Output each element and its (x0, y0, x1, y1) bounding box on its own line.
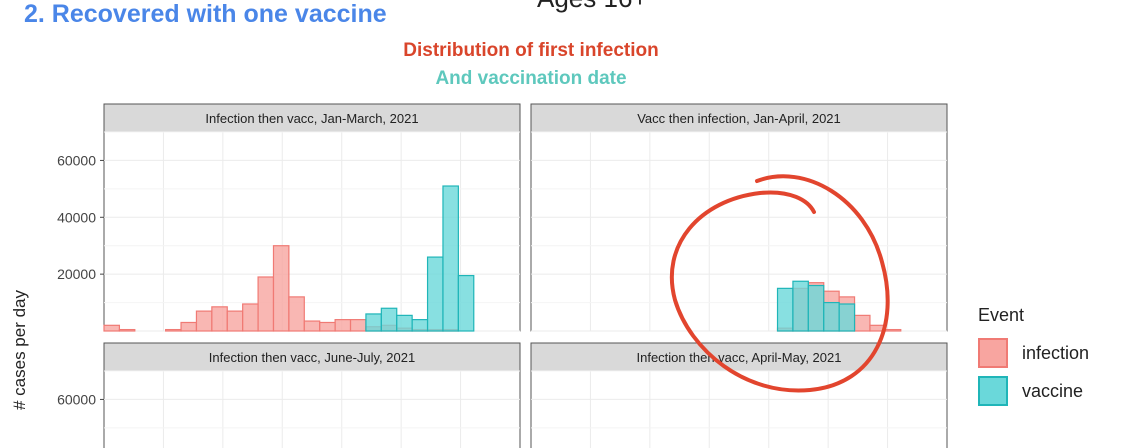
facet-strip (103, 103, 521, 133)
bar-vaccine (396, 314, 413, 332)
facet-strip-label: Infection then vacc, April-May, 2021 (637, 350, 842, 365)
bar-infection (211, 306, 228, 332)
bar-vaccine (411, 319, 429, 332)
bar-infection (319, 321, 336, 332)
bar-vaccine (838, 303, 856, 332)
facet-panel: Vacc then infection, Jan-April, 2021 (530, 103, 948, 332)
bar-infection (349, 319, 367, 332)
chart-title: Distribution of first infection (403, 40, 659, 61)
panel-background (530, 370, 948, 448)
bar-infection (165, 328, 182, 332)
legend-swatch-vaccine (978, 376, 1008, 406)
legend-label-infection: infection (1022, 342, 1090, 363)
bar-infection (288, 296, 305, 332)
bar-vaccine (380, 307, 398, 332)
bar-vaccine (823, 301, 840, 332)
bar-vaccine (426, 256, 444, 332)
slide-top-title: Ages 16+ (537, 0, 648, 14)
bar-infection (180, 321, 198, 332)
bar-vaccine (365, 313, 382, 332)
legend-swatch-infection (978, 338, 1008, 368)
facet-panel: Infection then vacc, April-May, 2021 (530, 342, 948, 448)
bar-infection (103, 324, 121, 332)
bar-vaccine (792, 280, 809, 332)
y-tick-label: 60000 (57, 391, 96, 407)
y-tick-label: 20000 (57, 266, 96, 282)
bar-infection (242, 303, 259, 332)
bar-infection (118, 328, 136, 332)
facet-strip-label: Infection then vacc, Jan-March, 2021 (205, 111, 418, 126)
legend-label-vaccine: vaccine (1022, 380, 1084, 401)
bar-infection (272, 245, 290, 332)
bar-vaccine (442, 185, 459, 332)
facet-strip (530, 103, 948, 133)
slide-heading: 2. Recovered with one vaccine (24, 0, 387, 28)
facet-strip-label: Infection then vacc, June-July, 2021 (209, 350, 415, 365)
bar-infection (884, 328, 902, 332)
facet-panel: Infection then vacc, June-July, 2021 6000… (57, 342, 521, 448)
legend-item-infection: infection (978, 334, 1089, 372)
annotation-circle (669, 174, 890, 393)
panel-background (103, 370, 521, 448)
bar-vaccine (457, 274, 475, 332)
bar-infection (257, 276, 275, 332)
bar-infection (853, 314, 871, 332)
panel-background (530, 131, 948, 332)
bar-infection (334, 319, 352, 332)
legend-item-vaccine: vaccine (978, 372, 1089, 410)
chart-subtitle: And vaccination date (435, 68, 627, 89)
bar-vaccine (807, 284, 825, 332)
y-tick-label: 60000 (57, 152, 96, 168)
bar-vaccine (776, 287, 794, 332)
bar-infection (195, 310, 213, 332)
facet-strip (103, 342, 521, 372)
facet-panel: Infection then vacc, Jan-March, 2021 2000… (57, 103, 521, 332)
facet-strip-label: Vacc then infection, Jan-April, 2021 (637, 111, 841, 126)
bar-infection (303, 320, 321, 332)
bar-infection (226, 310, 244, 332)
legend: Event infection vaccine (978, 305, 1089, 410)
legend-title: Event (978, 305, 1025, 325)
y-tick-label: 40000 (57, 209, 96, 225)
